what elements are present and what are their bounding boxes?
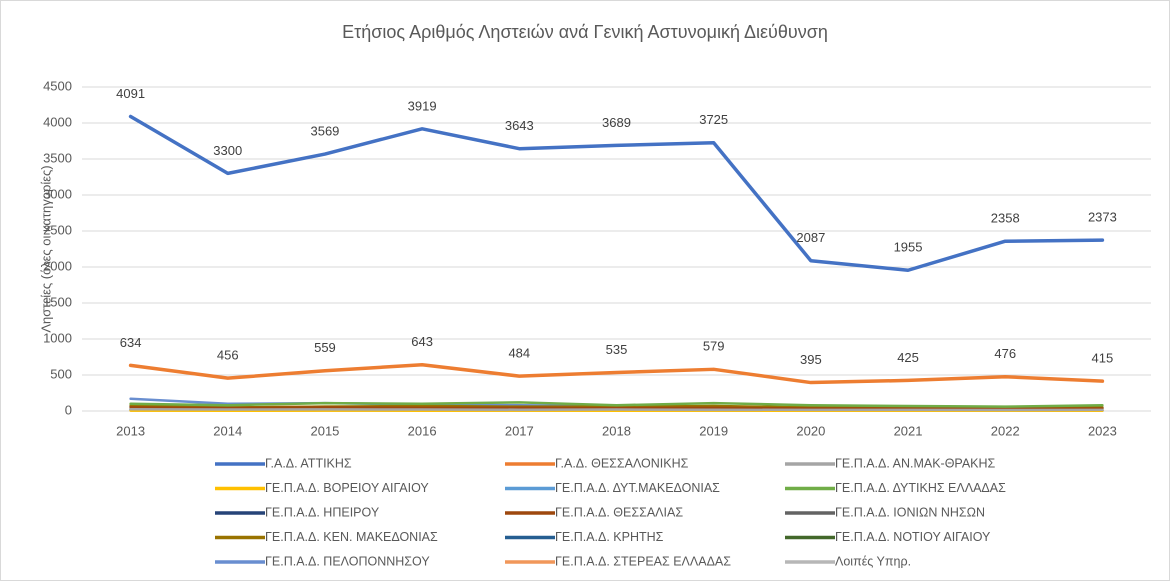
data-label: 3919 (408, 98, 437, 113)
data-label: 559 (314, 340, 336, 355)
data-label: 425 (897, 350, 919, 365)
x-tick-label: 2017 (505, 423, 534, 438)
legend-label: ΓΕ.Π.Α.Δ. ΣΤΕΡΕΑΣ ΕΛΛΑΔΑΣ (555, 554, 731, 568)
legend-label: ΓΕ.Π.Α.Δ. ΙΟΝΙΩΝ ΝΗΣΩΝ (835, 505, 985, 519)
data-label: 643 (411, 334, 433, 349)
legend-label: ΓΕ.Π.Α.Δ. ΒΟΡΕΙΟΥ ΑΙΓΑΙΟΥ (265, 481, 429, 495)
series-line (129, 401, 1104, 408)
x-tick-label: 2023 (1088, 423, 1117, 438)
y-tick-label: 2500 (43, 222, 72, 237)
y-tick-label: 1500 (43, 294, 72, 309)
data-label: 3725 (699, 112, 728, 127)
y-tick-label: 4500 (43, 78, 72, 93)
series-line (129, 407, 1104, 412)
legend-label: ΓΕ.Π.Α.Δ. ΚΡΗΤΗΣ (555, 530, 664, 544)
data-label: 579 (703, 339, 725, 354)
data-label: 415 (1092, 351, 1114, 366)
legend-label: Γ.Α.Δ. ΘΕΣΣΑΛΟΝΙΚΗΣ (555, 456, 689, 470)
data-label: 456 (217, 348, 239, 363)
x-tick-label: 2014 (213, 423, 242, 438)
y-tick-label: 500 (50, 366, 72, 381)
x-tick-label: 2022 (991, 423, 1020, 438)
data-label: 2373 (1088, 210, 1117, 225)
data-label: 476 (994, 346, 1016, 361)
data-label: 3569 (310, 123, 339, 138)
legend-label: ΓΕ.Π.Α.Δ. ΔΥΤ.ΜΑΚΕΔΟΝΙΑΣ (555, 481, 720, 495)
data-label: 4091 (116, 86, 145, 101)
chart-title: Ετήσιος Αριθμός Ληστειών ανά Γενική Αστυ… (342, 22, 828, 42)
data-label: 395 (800, 352, 822, 367)
legend-label: ΓΕ.Π.Α.Δ. ΗΠΕΙΡΟΥ (265, 505, 380, 519)
series-line (129, 406, 1104, 411)
y-tick-label: 3500 (43, 150, 72, 165)
y-tick-label: 3000 (43, 186, 72, 201)
data-label: 634 (120, 335, 142, 350)
data-label: 535 (606, 342, 628, 357)
legend-label: ΓΕ.Π.Α.Δ. ΚΕΝ. ΜΑΚΕΔΟΝΙΑΣ (265, 530, 438, 544)
legend-label: ΓΕ.Π.Α.Δ. ΑΝ.ΜΑΚ-ΘΡΑΚΗΣ (835, 456, 996, 470)
data-label: 1955 (894, 240, 923, 255)
x-tick-label: 2013 (116, 423, 145, 438)
legend-label: ΓΕ.Π.Α.Δ. ΠΕΛΟΠΟΝΝΗΣΟΥ (265, 554, 430, 568)
legend-label: Λοιπές Υπηρ. (835, 554, 911, 568)
series-line (128, 362, 1105, 385)
x-tick-label: 2018 (602, 423, 631, 438)
data-label: 2087 (796, 230, 825, 245)
series-line (128, 114, 1105, 272)
data-label: 2358 (991, 211, 1020, 226)
x-tick-label: 2015 (310, 423, 339, 438)
y-tick-label: 1000 (43, 330, 72, 345)
y-tick-label: 0 (65, 402, 72, 417)
x-tick-label: 2020 (796, 423, 825, 438)
x-tick-label: 2016 (408, 423, 437, 438)
legend-label: ΓΕ.Π.Α.Δ. ΔΥΤΙΚΗΣ ΕΛΛΑΔΑΣ (835, 481, 1006, 495)
legend-label: ΓΕ.Π.Α.Δ. ΝΟΤΙΟΥ ΑΙΓΑΙΟΥ (835, 530, 991, 544)
x-tick-label: 2021 (894, 423, 923, 438)
data-label: 3643 (505, 118, 534, 133)
legend-label: ΓΕ.Π.Α.Δ. ΘΕΣΣΑΛΙΑΣ (555, 505, 683, 519)
y-tick-label: 2000 (43, 258, 72, 273)
legend-label: Γ.Α.Δ. ΑΤΤΙΚΗΣ (265, 456, 352, 470)
x-tick-label: 2019 (699, 423, 728, 438)
y-tick-label: 4000 (43, 114, 72, 129)
y-axis-title: Ληστείες (όλες οι κατηγορίες) (38, 165, 53, 332)
data-label: 3689 (602, 115, 631, 130)
data-label: 3300 (213, 143, 242, 158)
data-label: 484 (508, 346, 530, 361)
